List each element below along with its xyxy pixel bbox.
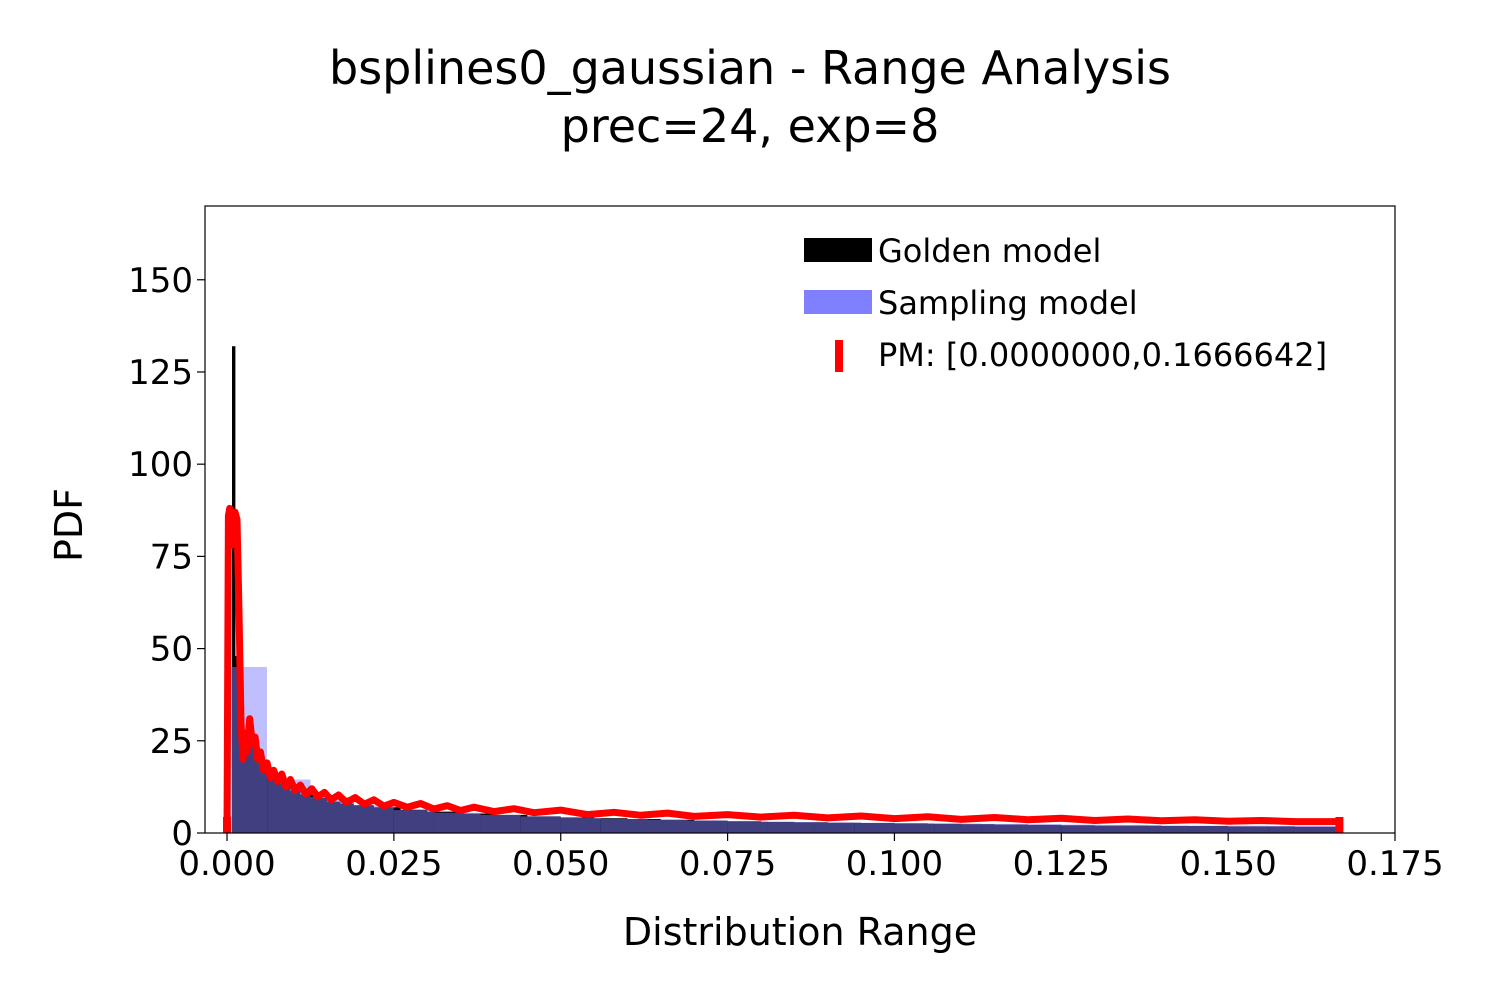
y-tick-label-6: 150 (128, 261, 193, 301)
sampling-model-bar-22 (1148, 825, 1189, 833)
x-tick-label-5: 0.125 (1013, 844, 1110, 884)
legend-swatch-golden-model (804, 238, 872, 262)
sampling-model-bar-12 (727, 821, 768, 833)
sampling-model-bar-7 (520, 816, 561, 833)
sampling-model-bar-24 (1228, 825, 1269, 833)
x-tick-label-1: 0.025 (345, 844, 442, 884)
pm-range-marker-0 (223, 817, 231, 833)
sampling-model-bar-16 (894, 823, 935, 833)
sampling-model-bar-17 (934, 823, 982, 833)
chart-subtitle: prec=24, exp=8 (560, 99, 940, 153)
sampling-model-bar-5 (433, 812, 481, 833)
y-axis-label: PDF (47, 488, 91, 562)
legend-label-pm: PM: [0.0000000,0.1666642] (878, 336, 1327, 374)
sampling-model-bar-23 (1188, 825, 1229, 833)
sampling-model-bar-6 (480, 814, 521, 833)
x-tick-label-7: 0.175 (1346, 844, 1443, 884)
legend: Golden model Sampling model PM: [0.00000… (804, 232, 1327, 374)
sampling-model-bar-10 (647, 819, 688, 833)
sampling-model-bar-19 (1021, 824, 1062, 833)
x-tick-label-3: 0.075 (679, 844, 776, 884)
sampling-model-bar-21 (1101, 824, 1148, 833)
axes-frame (204, 205, 1396, 834)
x-tick-label-2: 0.050 (512, 844, 609, 884)
sampling-model-bar-15 (854, 822, 895, 833)
axes: 0.000 0.025 0.050 0.075 0.100 0.125 0.150 0.175… (128, 205, 1444, 884)
sampling-model-bar-26 (1311, 826, 1340, 833)
sampling-model-bar-8 (560, 817, 601, 833)
legend-label-golden-model: Golden model (878, 232, 1101, 270)
y-tick-label-0: 0 (171, 814, 193, 854)
x-axis-label: Distribution Range (623, 910, 977, 954)
sampling-model-bar-18 (981, 823, 1022, 833)
sampling-model-bar-25 (1268, 826, 1312, 833)
legend-label-sampling-model: Sampling model (878, 284, 1138, 322)
plot-area (223, 346, 1344, 834)
pm-range-marker-1 (1335, 817, 1344, 833)
y-tick-label-3: 75 (150, 537, 193, 577)
sampling-model-bar-9 (600, 819, 648, 833)
legend-swatch-pm (835, 340, 843, 372)
chart-title: bsplines0_gaussian - Range Analysis (329, 41, 1171, 95)
y-tick-label-2: 50 (150, 630, 193, 670)
sampling-model-bar-13 (767, 821, 815, 833)
x-tick-label-4: 0.100 (846, 844, 943, 884)
y-tick-label-4: 100 (128, 445, 193, 485)
x-tick-label-0: 0.000 (178, 844, 275, 884)
y-tick-label-5: 125 (128, 353, 193, 393)
y-tick-label-1: 25 (150, 722, 193, 762)
sampling-model-bar-11 (687, 820, 728, 833)
golden-model-histogram (228, 346, 1340, 833)
sampling-model-bar-3 (353, 805, 394, 833)
legend-swatch-sampling-model (804, 290, 872, 314)
sampling-model-bar-4 (393, 810, 434, 833)
x-tick-label-6: 0.150 (1179, 844, 1276, 884)
sampling-model-bar-14 (814, 822, 855, 833)
pm-curve (223, 504, 1339, 834)
sampling-model-bar-20 (1061, 824, 1102, 833)
